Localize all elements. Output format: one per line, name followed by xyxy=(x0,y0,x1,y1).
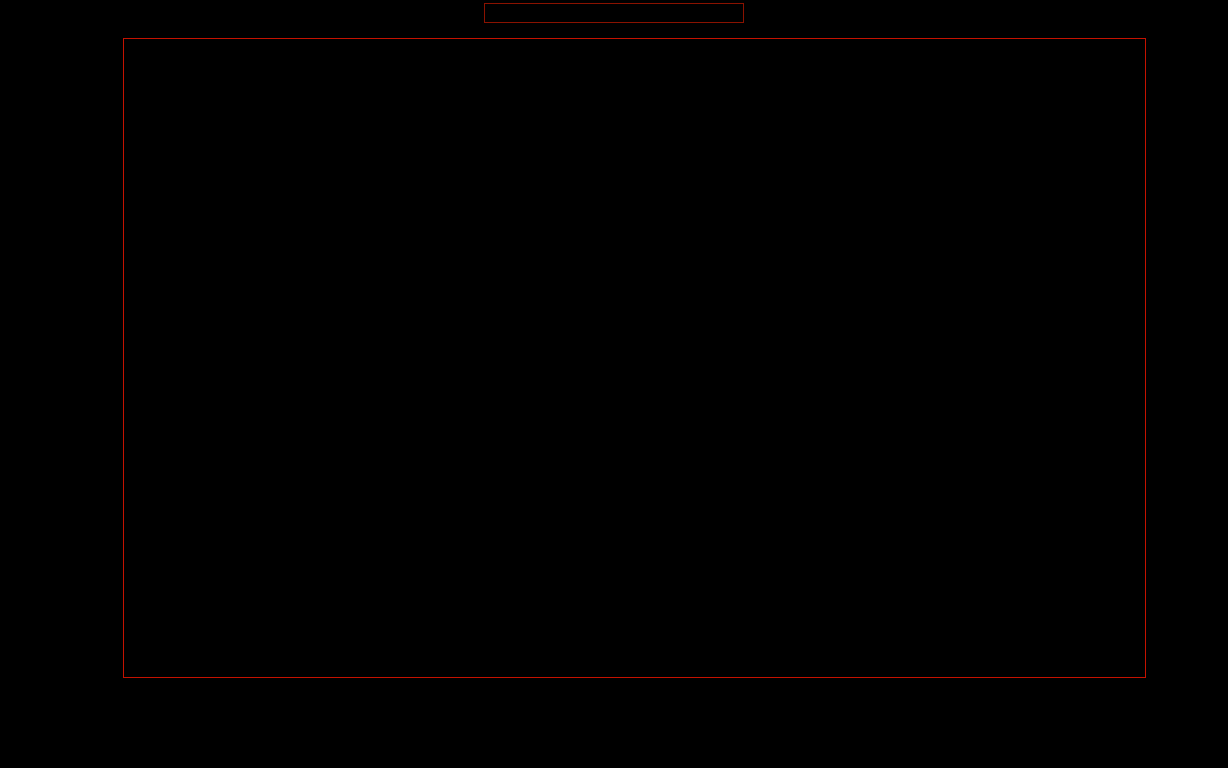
colorbar xyxy=(484,3,744,23)
plot-box xyxy=(123,38,1146,678)
heatmap-canvas xyxy=(124,39,1145,677)
